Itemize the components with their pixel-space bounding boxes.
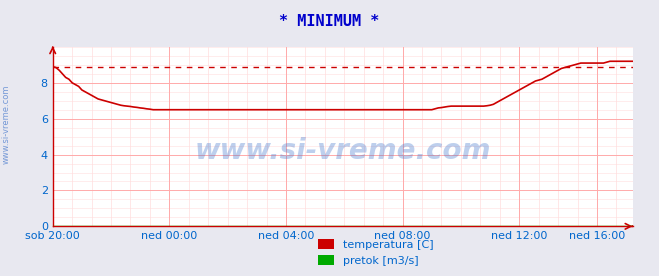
Text: www.si-vreme.com: www.si-vreme.com bbox=[2, 84, 11, 164]
Legend: temperatura [C], pretok [m3/s]: temperatura [C], pretok [m3/s] bbox=[313, 234, 438, 270]
Text: * MINIMUM *: * MINIMUM * bbox=[279, 14, 380, 29]
Text: www.si-vreme.com: www.si-vreme.com bbox=[194, 137, 491, 165]
